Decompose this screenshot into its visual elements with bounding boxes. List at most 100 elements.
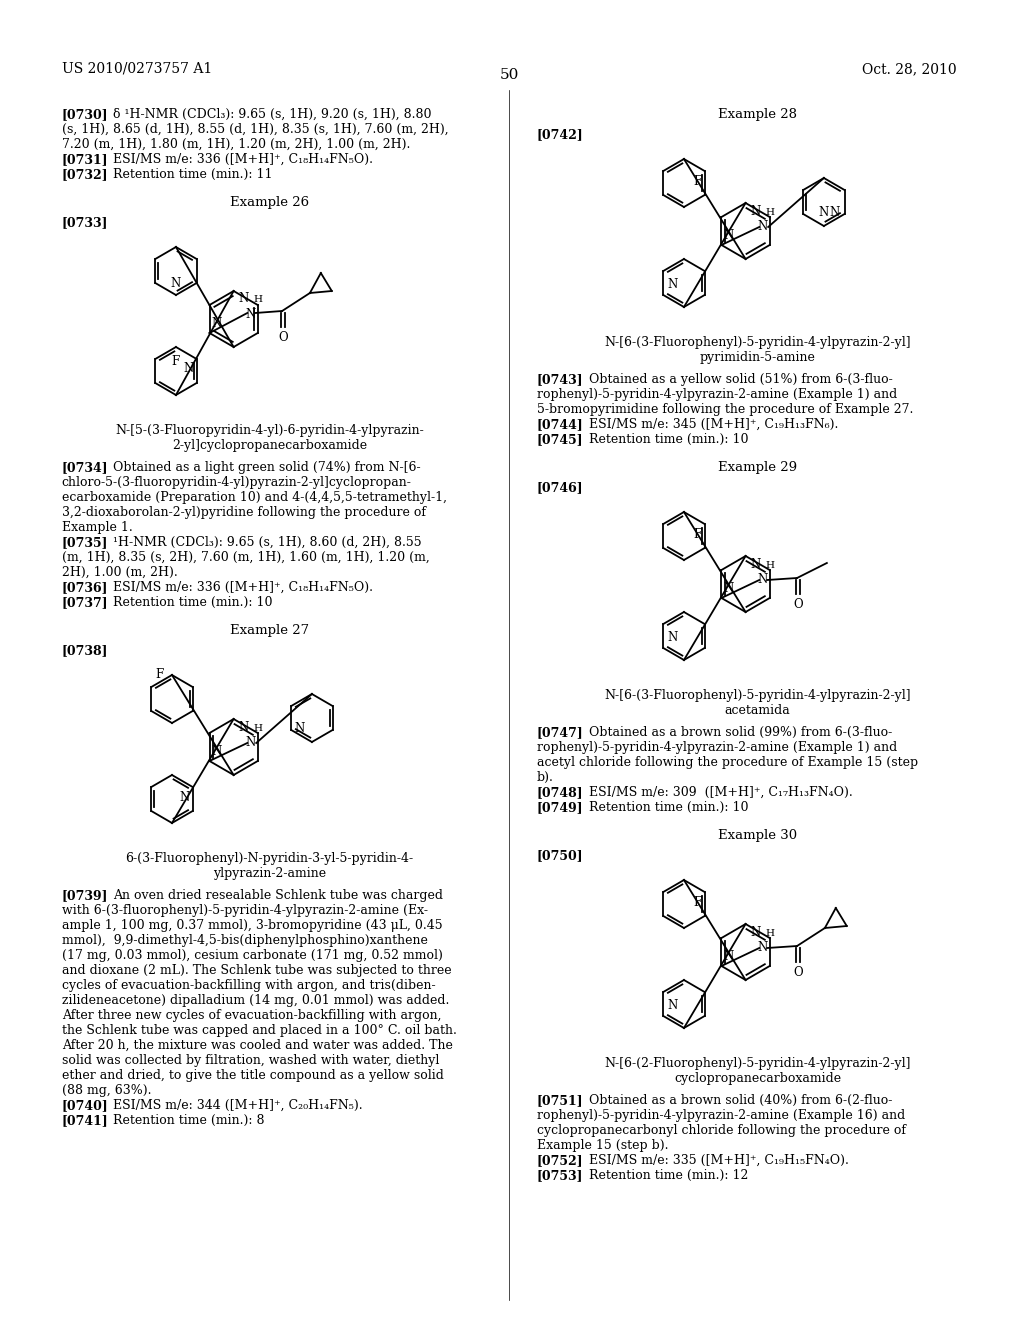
Text: N-[6-(3-Fluorophenyl)-5-pyridin-4-ylpyrazin-2-yl]: N-[6-(3-Fluorophenyl)-5-pyridin-4-ylpyra…: [604, 689, 910, 702]
Text: O: O: [794, 598, 803, 611]
Text: [0747]: [0747]: [537, 726, 584, 739]
Text: Example 29: Example 29: [718, 461, 797, 474]
Text: ecarboxamide (Preparation 10) and 4-(4,4,5,5-tetramethyl-1,: ecarboxamide (Preparation 10) and 4-(4,4…: [61, 491, 446, 504]
Text: rophenyl)-5-pyridin-4-ylpyrazin-2-amine (Example 1) and: rophenyl)-5-pyridin-4-ylpyrazin-2-amine …: [537, 741, 897, 754]
Text: 2-yl]cyclopropanecarboxamide: 2-yl]cyclopropanecarboxamide: [172, 440, 367, 451]
Text: O: O: [794, 966, 803, 979]
Text: N: N: [668, 999, 678, 1012]
Text: N: N: [758, 941, 768, 954]
Text: H: H: [765, 929, 774, 939]
Text: acetamida: acetamida: [725, 704, 791, 717]
Text: [0736]: [0736]: [61, 581, 109, 594]
Text: Obtained as a brown solid (40%) from 6-(2-fluo-: Obtained as a brown solid (40%) from 6-(…: [589, 1094, 892, 1107]
Text: F: F: [156, 668, 164, 681]
Text: N: N: [758, 573, 768, 586]
Text: Retention time (min.): 12: Retention time (min.): 12: [589, 1170, 748, 1181]
Text: Retention time (min.): 10: Retention time (min.): 10: [589, 801, 748, 814]
Text: Obtained as a light green solid (74%) from N-[6-: Obtained as a light green solid (74%) fr…: [114, 461, 421, 474]
Text: [0743]: [0743]: [537, 374, 584, 385]
Text: (s, 1H), 8.65 (d, 1H), 8.55 (d, 1H), 8.35 (s, 1H), 7.60 (m, 2H),: (s, 1H), 8.65 (d, 1H), 8.55 (d, 1H), 8.3…: [61, 123, 449, 136]
Text: US 2010/0273757 A1: US 2010/0273757 A1: [61, 62, 212, 77]
Text: ylpyrazin-2-amine: ylpyrazin-2-amine: [213, 867, 326, 880]
Text: 50: 50: [500, 69, 519, 82]
Text: N: N: [171, 277, 181, 290]
Text: [0737]: [0737]: [61, 597, 109, 609]
Text: [0745]: [0745]: [537, 433, 584, 446]
Text: [0750]: [0750]: [537, 849, 584, 862]
Text: N: N: [183, 362, 194, 375]
Text: Example 28: Example 28: [718, 108, 797, 121]
Text: ESI/MS m/e: 335 ([M+H]⁺, C₁₉H₁₅FN₄O).: ESI/MS m/e: 335 ([M+H]⁺, C₁₉H₁₅FN₄O).: [589, 1154, 849, 1167]
Text: H: H: [253, 294, 262, 304]
Text: F: F: [693, 176, 701, 187]
Text: N: N: [668, 279, 678, 290]
Text: N: N: [239, 292, 249, 305]
Text: [0752]: [0752]: [537, 1154, 584, 1167]
Text: Example 30: Example 30: [718, 829, 797, 842]
Text: 2H), 1.00 (m, 2H).: 2H), 1.00 (m, 2H).: [61, 566, 177, 579]
Text: [0739]: [0739]: [61, 888, 109, 902]
Text: 5-bromopyrimidine following the procedure of Example 27.: 5-bromopyrimidine following the procedur…: [537, 403, 913, 416]
Text: N: N: [751, 205, 761, 218]
Text: Retention time (min.): 10: Retention time (min.): 10: [589, 433, 748, 446]
Text: Oct. 28, 2010: Oct. 28, 2010: [862, 62, 956, 77]
Text: ESI/MS m/e: 344 ([M+H]⁺, C₂₀H₁₄FN₅).: ESI/MS m/e: 344 ([M+H]⁺, C₂₀H₁₄FN₅).: [114, 1100, 362, 1111]
Text: Obtained as a brown solid (99%) from 6-(3-fluo-: Obtained as a brown solid (99%) from 6-(…: [589, 726, 892, 739]
Text: Example 26: Example 26: [229, 195, 309, 209]
Text: ample 1, 100 mg, 0.37 mmol), 3-bromopyridine (43 μL, 0.45: ample 1, 100 mg, 0.37 mmol), 3-bromopyri…: [61, 919, 442, 932]
Text: Example 1.: Example 1.: [61, 521, 132, 535]
Text: N: N: [246, 737, 256, 748]
Text: cycles of evacuation-backfilling with argon, and tris(diben-: cycles of evacuation-backfilling with ar…: [61, 979, 435, 993]
Text: N: N: [179, 791, 189, 804]
Text: N: N: [246, 308, 256, 321]
Text: N: N: [751, 927, 761, 939]
Text: H: H: [765, 209, 774, 216]
Text: 6-(3-Fluorophenyl)-N-pyridin-3-yl-5-pyridin-4-: 6-(3-Fluorophenyl)-N-pyridin-3-yl-5-pyri…: [125, 851, 414, 865]
Text: N-[6-(2-Fluorophenyl)-5-pyridin-4-ylpyrazin-2-yl]: N-[6-(2-Fluorophenyl)-5-pyridin-4-ylpyra…: [604, 1057, 910, 1071]
Text: N: N: [724, 228, 734, 242]
Text: N: N: [668, 631, 678, 644]
Text: Retention time (min.): 10: Retention time (min.): 10: [114, 597, 272, 609]
Text: rophenyl)-5-pyridin-4-ylpyrazin-2-amine (Example 1) and: rophenyl)-5-pyridin-4-ylpyrazin-2-amine …: [537, 388, 897, 401]
Text: An oven dried resealable Schlenk tube was charged: An oven dried resealable Schlenk tube wa…: [114, 888, 443, 902]
Text: (88 mg, 63%).: (88 mg, 63%).: [61, 1084, 152, 1097]
Text: Example 27: Example 27: [229, 624, 309, 638]
Text: 3,2-dioxaborolan-2-yl)pyridine following the procedure of: 3,2-dioxaborolan-2-yl)pyridine following…: [61, 506, 426, 519]
Text: After three new cycles of evacuation-backfilling with argon,: After three new cycles of evacuation-bac…: [61, 1008, 441, 1022]
Text: [0751]: [0751]: [537, 1094, 584, 1107]
Text: N: N: [724, 950, 734, 964]
Text: 7.20 (m, 1H), 1.80 (m, 1H), 1.20 (m, 2H), 1.00 (m, 2H).: 7.20 (m, 1H), 1.80 (m, 1H), 1.20 (m, 2H)…: [61, 139, 410, 150]
Text: rophenyl)-5-pyridin-4-ylpyrazin-2-amine (Example 16) and: rophenyl)-5-pyridin-4-ylpyrazin-2-amine …: [537, 1109, 905, 1122]
Text: N: N: [212, 317, 222, 330]
Text: mmol),  9,9-dimethyl-4,5-bis(diphenylphosphino)xanthene: mmol), 9,9-dimethyl-4,5-bis(diphenylphos…: [61, 935, 427, 946]
Text: and dioxane (2 mL). The Schlenk tube was subjected to three: and dioxane (2 mL). The Schlenk tube was…: [61, 964, 452, 977]
Text: [0732]: [0732]: [61, 168, 109, 181]
Text: H: H: [253, 723, 262, 733]
Text: (17 mg, 0.03 mmol), cesium carbonate (171 mg, 0.52 mmol): (17 mg, 0.03 mmol), cesium carbonate (17…: [61, 949, 442, 962]
Text: N: N: [239, 721, 249, 734]
Text: [0749]: [0749]: [537, 801, 584, 814]
Text: N: N: [751, 558, 761, 572]
Text: b).: b).: [537, 771, 554, 784]
Text: [0744]: [0744]: [537, 418, 584, 432]
Text: N-[5-(3-Fluoropyridin-4-yl)-6-pyridin-4-ylpyrazin-: N-[5-(3-Fluoropyridin-4-yl)-6-pyridin-4-…: [115, 424, 424, 437]
Text: [0748]: [0748]: [537, 785, 584, 799]
Text: [0742]: [0742]: [537, 128, 584, 141]
Text: ¹H-NMR (CDCl₃): 9.65 (s, 1H), 8.60 (d, 2H), 8.55: ¹H-NMR (CDCl₃): 9.65 (s, 1H), 8.60 (d, 2…: [114, 536, 422, 549]
Text: [0740]: [0740]: [61, 1100, 109, 1111]
Text: N: N: [724, 582, 734, 595]
Text: [0753]: [0753]: [537, 1170, 584, 1181]
Text: [0731]: [0731]: [61, 153, 109, 166]
Text: Retention time (min.): 11: Retention time (min.): 11: [114, 168, 272, 181]
Text: solid was collected by filtration, washed with water, diethyl: solid was collected by filtration, washe…: [61, 1053, 439, 1067]
Text: δ ¹H-NMR (CDCl₃): 9.65 (s, 1H), 9.20 (s, 1H), 8.80: δ ¹H-NMR (CDCl₃): 9.65 (s, 1H), 9.20 (s,…: [114, 108, 432, 121]
Text: ESI/MS m/e: 345 ([M+H]⁺, C₁₉H₁₃FN₆).: ESI/MS m/e: 345 ([M+H]⁺, C₁₉H₁₃FN₆).: [589, 418, 838, 432]
Text: Retention time (min.): 8: Retention time (min.): 8: [114, 1114, 265, 1127]
Text: N-[6-(3-Fluorophenyl)-5-pyridin-4-ylpyrazin-2-yl]: N-[6-(3-Fluorophenyl)-5-pyridin-4-ylpyra…: [604, 337, 910, 348]
Text: ESI/MS m/e: 336 ([M+H]⁺, C₁₈H₁₄FN₅O).: ESI/MS m/e: 336 ([M+H]⁺, C₁₈H₁₄FN₅O).: [114, 153, 374, 166]
Text: N: N: [294, 722, 304, 734]
Text: [0733]: [0733]: [61, 216, 109, 228]
Text: [0735]: [0735]: [61, 536, 109, 549]
Text: F: F: [693, 896, 701, 909]
Text: Obtained as a yellow solid (51%) from 6-(3-fluo-: Obtained as a yellow solid (51%) from 6-…: [589, 374, 892, 385]
